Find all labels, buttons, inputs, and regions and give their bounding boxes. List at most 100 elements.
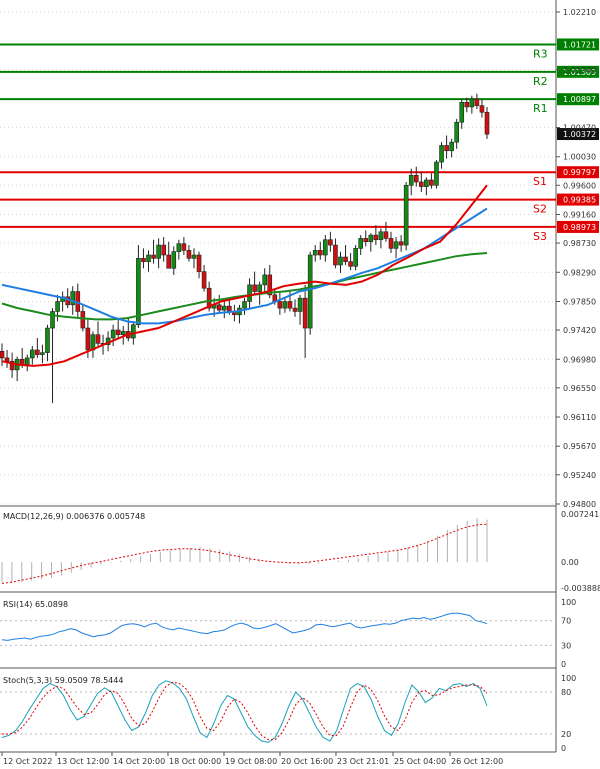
candle-body (216, 304, 222, 311)
candle-body (469, 98, 475, 108)
candle-body (40, 352, 45, 355)
stoch-axis-label: 20 (561, 730, 571, 739)
time-tick-label: 19 Oct 08:00 (225, 757, 277, 766)
price-tick-label: 0.98290 (563, 268, 596, 277)
price-tick-label: 0.96980 (563, 355, 596, 364)
level-price-label: 1.00897 (563, 95, 596, 104)
macd-signal-line (1, 523, 488, 584)
price-axis: 1.02210 1.01340 1.00470 1.00030 0.99600 0.991… (556, 8, 596, 509)
candle-body (146, 254, 151, 262)
candle-body (317, 250, 323, 256)
candle-body (368, 234, 374, 243)
stoch-axis-label: 100 (561, 674, 576, 683)
candle-body (196, 254, 202, 272)
candle-body (9, 360, 15, 371)
candle-body (4, 357, 10, 362)
candle-body (136, 258, 141, 326)
level-name-s2: S2 (533, 203, 547, 216)
time-tick-label: 18 Oct 00:00 (169, 757, 221, 766)
price-tick-label: 0.99600 (563, 181, 596, 190)
candle-body (287, 301, 293, 309)
stoch-title: Stoch(5,3,3) 59.0509 78.5444 (3, 676, 123, 685)
price-tick-label: 1.00470 (563, 124, 596, 133)
rsi-axis-label: 70 (561, 617, 571, 626)
candle-body (242, 301, 247, 309)
candle-body (257, 284, 262, 292)
current-price-label: 1.00372 (563, 130, 596, 139)
candle-body (30, 349, 35, 359)
time-tick-label: 25 Oct 04:00 (394, 757, 446, 766)
price-tick-label: 0.95240 (563, 471, 596, 480)
level-name-r1: R1 (533, 102, 548, 115)
price-tick-label: 0.95670 (563, 442, 596, 451)
ma-mid-line (1, 207, 488, 325)
candle-body (363, 238, 369, 243)
candle-body (459, 101, 465, 123)
stoch-axis-label: 0 (561, 744, 566, 753)
candle-body (80, 311, 86, 329)
candle-body (333, 244, 338, 266)
time-tick-label: 20 Oct 16:00 (281, 757, 333, 766)
candle-body (302, 297, 308, 329)
price-tick-label: 0.98730 (563, 239, 596, 248)
candle-body (358, 238, 363, 249)
candle-body (373, 234, 379, 241)
candle-body (115, 329, 121, 335)
candle-body (45, 327, 50, 353)
candle-body (307, 254, 313, 329)
price-tick-label: 0.96550 (563, 384, 596, 393)
candle-body (479, 105, 485, 113)
rsi-title: RSI(14) 65.0898 (3, 600, 68, 609)
candle-body (434, 161, 439, 186)
candle-body (419, 181, 424, 187)
candle-body (282, 301, 288, 309)
rsi-axis-label: 0 (561, 660, 566, 669)
time-axis: 12 Oct 2022 13 Oct 12:00 14 Oct 20:00 18 Oc… (1, 752, 503, 766)
candle-body (388, 238, 394, 249)
candle-body (484, 111, 490, 135)
candle-body (186, 250, 192, 259)
price-tick-label: 1.02210 (563, 8, 596, 17)
candle-body (424, 179, 429, 187)
candle-body (444, 145, 449, 152)
candle-body (176, 243, 182, 252)
candle-body (292, 307, 298, 312)
time-tick-label: 14 Oct 20:00 (113, 757, 165, 766)
price-tick-label: 0.99160 (563, 211, 596, 220)
candle-body (398, 241, 404, 246)
candle-body (131, 324, 136, 339)
macd-axis-label: -0.003888 (561, 584, 600, 593)
level-price-label: 1.01721 (563, 40, 596, 49)
candle-body (323, 239, 328, 256)
candle-body (120, 331, 126, 335)
level-price-label: 0.98973 (563, 223, 596, 232)
macd-panel: MACD(12,26,9) 0.006376 0.005748 0.007241 0… (1, 510, 600, 593)
rsi-axis-label: 30 (561, 641, 571, 650)
time-tick-label: 23 Oct 21:01 (337, 757, 389, 766)
candle-body (312, 250, 318, 256)
grid-lines (0, 0, 557, 753)
candle-body (85, 327, 91, 351)
candle-body (191, 254, 197, 259)
candle-body (383, 231, 389, 239)
level-price-box (557, 38, 599, 51)
macd-title: MACD(12,26,9) 0.006376 0.005748 (3, 512, 145, 521)
candle-body (161, 244, 166, 256)
candle-body (474, 98, 480, 106)
candle-body (151, 254, 156, 259)
price-tick-label: 1.00030 (563, 153, 596, 162)
stoch-axis-label: 80 (561, 688, 571, 697)
level-price-box (557, 65, 599, 78)
candle-body (24, 357, 30, 365)
candle-body (70, 291, 76, 306)
level-price-box (557, 220, 599, 233)
level-price-label: 0.99385 (563, 196, 596, 205)
candle-body (227, 305, 232, 312)
candle-body (348, 261, 353, 267)
candle-body (171, 251, 177, 269)
candle-body (378, 231, 384, 241)
candle-body (166, 254, 172, 269)
price-tick-label: 0.97420 (563, 326, 596, 335)
candle-body (408, 175, 414, 186)
